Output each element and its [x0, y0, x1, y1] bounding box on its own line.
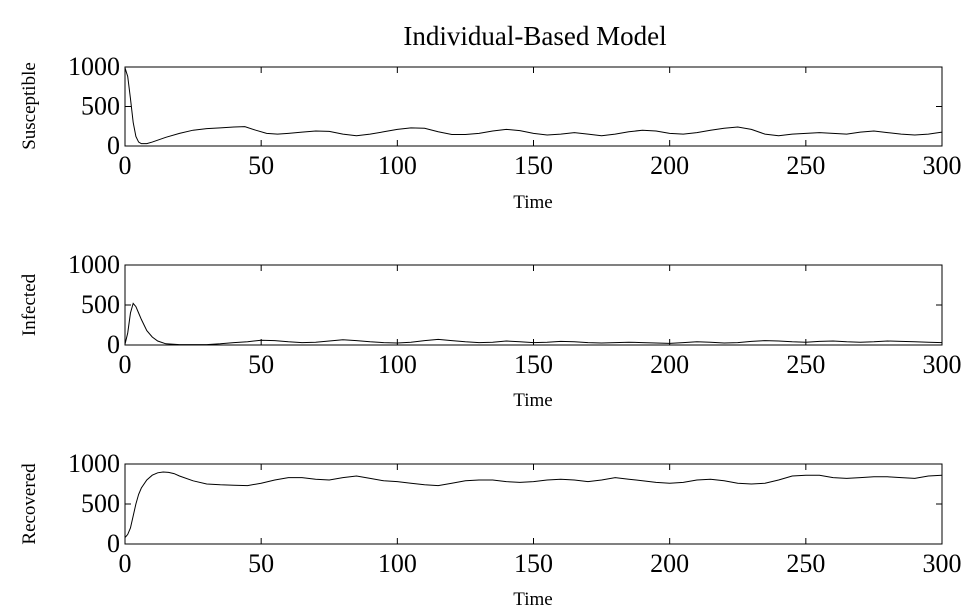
susceptible-ytick-label-500: 500 [81, 92, 120, 121]
recovered-xtick-label-50: 50 [248, 549, 274, 578]
susceptible-xtick-label-250: 250 [786, 151, 825, 180]
infected-plot-frame [124, 264, 943, 346]
recovered-xlabel: Time [513, 589, 552, 610]
infected-xtick-label-250: 250 [786, 350, 825, 379]
recovered-series-line [124, 471, 943, 538]
recovered-xtick-label-200: 200 [650, 549, 689, 578]
recovered-ytick-label-1000: 1000 [68, 449, 120, 478]
susceptible-plot-frame [124, 66, 943, 147]
infected-xtick-label-50: 50 [248, 350, 274, 379]
infected-xtick-label-200: 200 [650, 350, 689, 379]
infected-ytick-label-1000: 1000 [68, 250, 120, 279]
recovered-ylabel: Recovered [19, 463, 40, 545]
infected-xtick-label-0: 0 [119, 350, 132, 379]
chart-title: Individual-Based Model [403, 21, 666, 51]
infected-series-line [124, 302, 943, 346]
recovered-ytick-label-0: 0 [107, 529, 120, 558]
susceptible-xtick-label-200: 200 [650, 151, 689, 180]
recovered-panel: 0 50 100 150 200 250 300 0 500 1000 Recovered Tim… [19, 449, 962, 610]
infected-xlabel: Time [513, 390, 552, 411]
infected-ticks: 0 50 100 150 200 250 300 0 500 1000 [68, 250, 962, 379]
susceptible-ytick-label-0: 0 [107, 131, 120, 160]
recovered-xtick-label-300: 300 [923, 549, 962, 578]
recovered-ticks: 0 50 100 150 200 250 300 0 500 1000 [68, 449, 962, 578]
recovered-ytick-label-500: 500 [81, 489, 120, 518]
infected-xtick-label-150: 150 [514, 350, 553, 379]
susceptible-ylabel: Susceptible [19, 62, 40, 150]
susceptible-ticks: 0 50 100 150 200 250 300 0 500 1000 [68, 52, 962, 180]
susceptible-series-line [124, 67, 943, 145]
susceptible-xtick-label-0: 0 [119, 151, 132, 180]
susceptible-xtick-label-100: 100 [378, 151, 417, 180]
recovered-xtick-label-0: 0 [119, 549, 132, 578]
susceptible-xtick-label-150: 150 [514, 151, 553, 180]
infected-xtick-label-100: 100 [378, 350, 417, 379]
susceptible-ytick-label-1000: 1000 [68, 52, 120, 81]
recovered-plot-frame [124, 463, 943, 545]
susceptible-panel: 0 50 100 150 200 250 300 0 500 1000 Susceptible T… [19, 52, 962, 213]
infected-ylabel: Infected [19, 273, 40, 336]
infected-xtick-label-300: 300 [923, 350, 962, 379]
infected-ytick-label-0: 0 [107, 330, 120, 359]
infected-panel: 0 50 100 150 200 250 300 0 500 1000 Infected Time [19, 250, 962, 411]
susceptible-xtick-label-300: 300 [923, 151, 962, 180]
recovered-xtick-label-150: 150 [514, 549, 553, 578]
susceptible-xlabel: Time [513, 192, 552, 213]
recovered-xtick-label-100: 100 [378, 549, 417, 578]
recovered-xtick-label-250: 250 [786, 549, 825, 578]
infected-ytick-label-500: 500 [81, 290, 120, 319]
susceptible-xtick-label-50: 50 [248, 151, 274, 180]
